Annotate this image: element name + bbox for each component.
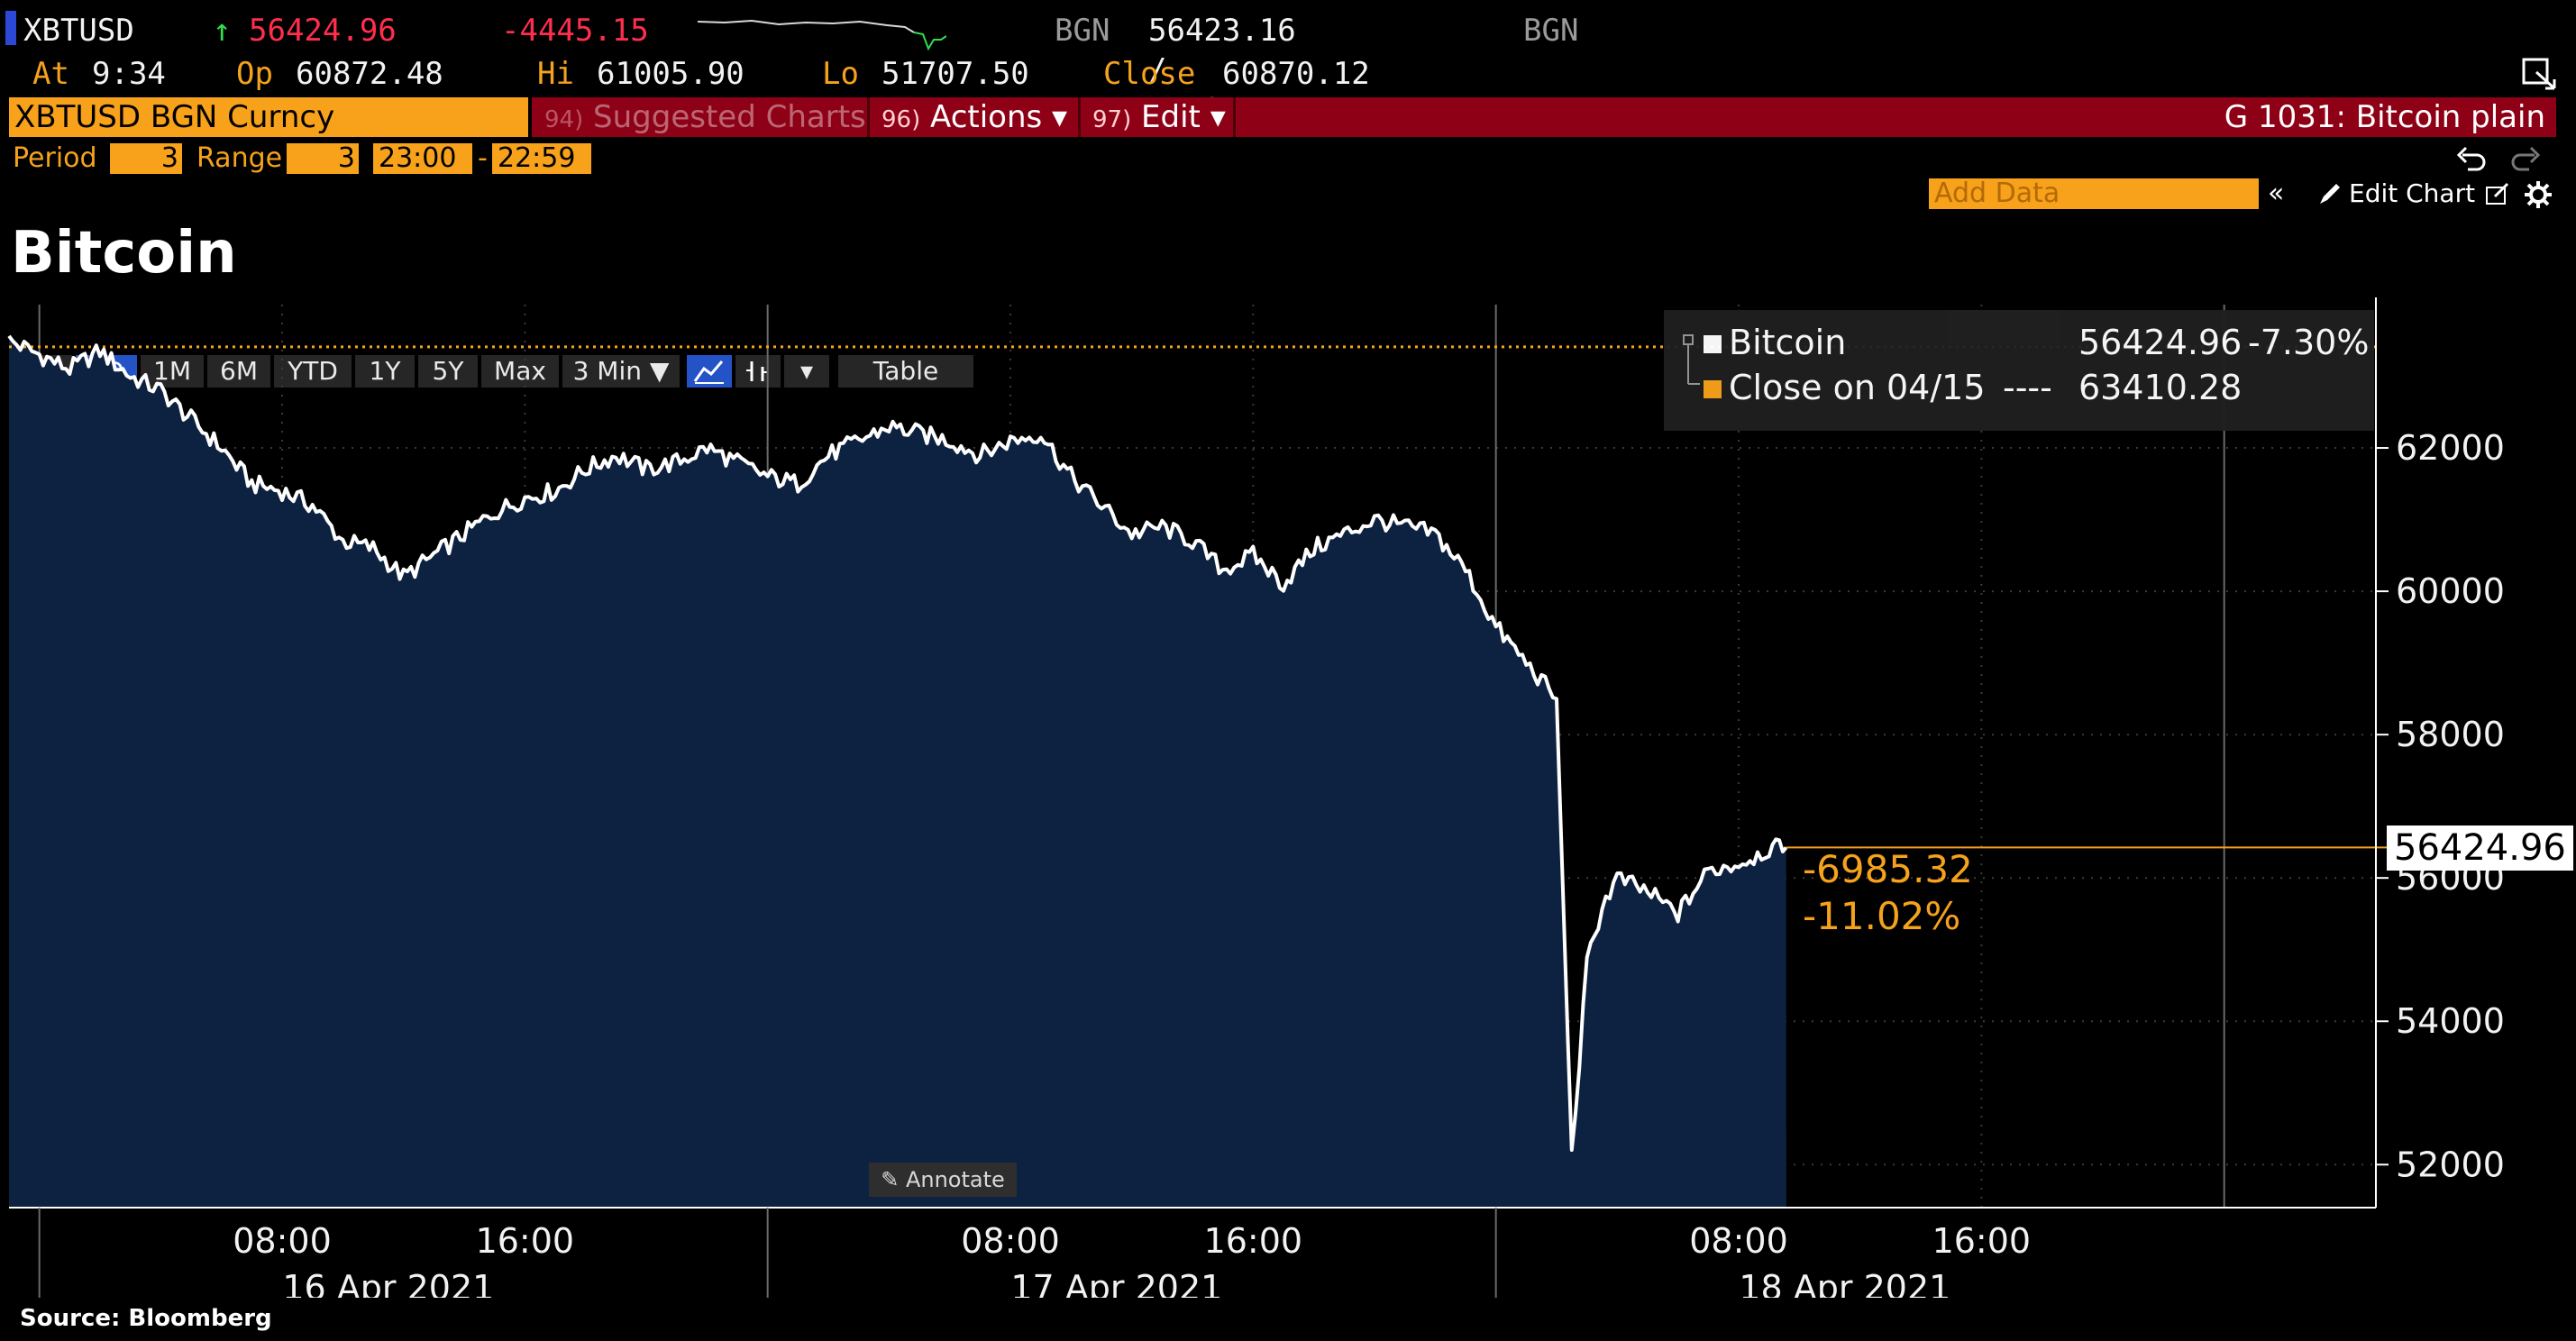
y-tick-label: 52000	[2396, 1145, 2505, 1184]
at-value: 9:34	[92, 56, 166, 92]
price-area	[9, 335, 1786, 1208]
x-tick-label-time: 08:00	[1689, 1221, 1788, 1261]
period-label: Period	[13, 142, 97, 174]
divider	[867, 97, 870, 137]
security-marker	[5, 11, 16, 45]
y-tick-label: 58000	[2396, 715, 2505, 754]
annotate-button[interactable]: ✎ Annotate	[869, 1163, 1017, 1197]
close-label: Close	[1103, 56, 1196, 92]
x-tick-label-time: 08:00	[233, 1221, 332, 1261]
range-max-button[interactable]: Max	[481, 355, 559, 388]
legend-close-name: Close on 04/15	[1729, 368, 1986, 407]
edit-chart-button[interactable]: Edit Chart	[2349, 178, 2476, 208]
x-tick-label-time: 16:00	[1204, 1221, 1303, 1261]
period-field[interactable]: 3	[110, 143, 182, 174]
time-dash: -	[478, 142, 488, 174]
x-axis: 08:00 16:00 08:00 16:00 08:00 16:00 16 Apr 202…	[9, 1207, 2376, 1298]
open-value: 60872.48	[296, 56, 443, 92]
range-label: Range	[196, 142, 283, 174]
x-tick-label-time: 16:00	[1932, 1221, 2032, 1261]
high-value: 61005.90	[597, 56, 744, 92]
legend-bitcoin-name: Bitcoin	[1729, 323, 1847, 362]
bar-chart-icon[interactable]	[735, 355, 781, 388]
legend-close-dashes: ----	[2003, 368, 2052, 407]
pencil-icon[interactable]	[2316, 180, 2343, 207]
redo-icon[interactable]	[2509, 144, 2542, 173]
edit-settings-icon[interactable]	[2484, 180, 2513, 207]
pencil-icon: ✎	[881, 1167, 900, 1192]
chart-name: G 1031: Bitcoin plain	[2224, 99, 2545, 135]
y-tick-label: 54000	[2396, 1001, 2505, 1041]
source-right: BGN	[1523, 13, 1579, 49]
at-label: At	[32, 56, 69, 92]
x-tick-label-time: 16:00	[476, 1221, 575, 1261]
suggested-charts-button[interactable]: 94) Suggested Charts	[544, 99, 866, 135]
x-tick-label-date: 17 Apr 2021	[1010, 1268, 1222, 1298]
sparkline	[698, 19, 946, 51]
open-label: Op	[236, 56, 273, 92]
last-price: 56424.96	[249, 13, 397, 49]
close-value: 60870.12	[1222, 56, 1370, 92]
source-label: Source: Bloomberg	[20, 1305, 272, 1332]
table-button[interactable]: Table	[838, 355, 973, 388]
low-label: Lo	[822, 56, 859, 92]
low-value: 51707.50	[882, 56, 1029, 92]
actions-menu[interactable]: 96) Actions ▾	[882, 99, 1068, 135]
legend-close-value: 63410.28	[2078, 368, 2243, 407]
range-5y-button[interactable]: 5Y	[418, 355, 478, 388]
time-from-field[interactable]: 23:00	[373, 143, 472, 174]
last-price-tag: 56424.96	[2387, 826, 2573, 871]
up-arrow-icon: ↑	[213, 13, 232, 49]
legend-bitcoin-change: -7.30%	[2248, 323, 2370, 362]
chart-legend: Bitcoin 56424.96 -7.30% Close on 04/15 -…	[1664, 310, 2374, 431]
high-label: Hi	[537, 56, 574, 92]
range-toolbar: 1D 3D 1M 6M YTD 1Y 5Y Max 3 Min ▼ ▾ Tabl…	[0, 177, 2576, 388]
y-tick-label: 60000	[2396, 571, 2505, 611]
chart-title: Bitcoin	[11, 220, 237, 287]
legend-swatch-close	[1704, 380, 1722, 398]
line-chart-icon[interactable]	[687, 355, 732, 388]
edit-menu[interactable]: 97) Edit ▾	[1092, 99, 1226, 135]
x-tick-label-time: 08:00	[961, 1221, 1060, 1261]
legend-bracket-icon	[1683, 334, 1700, 385]
y-tick-label: 62000	[2396, 428, 2505, 468]
interval-dropdown[interactable]: 3 Min ▼	[562, 355, 680, 388]
add-data-input[interactable]: Add Data	[1929, 178, 2259, 209]
collapse-icon[interactable]: «	[2268, 178, 2285, 209]
chart-type-dropdown-icon[interactable]: ▾	[784, 355, 829, 388]
undo-icon[interactable]	[2455, 144, 2488, 173]
gear-icon[interactable]	[2524, 180, 2553, 209]
divider	[1233, 97, 1236, 137]
change-pct: -11.02%	[1803, 894, 1961, 938]
range-6m-button[interactable]: 6M	[207, 355, 270, 388]
source-left: BGN	[1055, 13, 1110, 49]
range-field[interactable]: 3	[287, 143, 359, 174]
range-1m-button[interactable]: 1M	[141, 355, 204, 388]
time-to-field[interactable]: 22:59	[492, 143, 591, 174]
divider	[1078, 97, 1081, 137]
price-line	[7, 334, 1788, 1153]
security-field[interactable]: XBTUSD BGN Curncy	[9, 97, 528, 137]
popout-icon[interactable]	[2520, 56, 2560, 92]
net-change: -4445.15	[501, 13, 649, 49]
change-abs: -6985.32	[1803, 847, 1973, 891]
legend-swatch-bitcoin	[1704, 335, 1722, 353]
range-1y-button[interactable]: 1Y	[355, 355, 415, 388]
range-ytd-button[interactable]: YTD	[274, 355, 352, 388]
x-tick-label-date: 16 Apr 2021	[282, 1268, 494, 1298]
ticker[interactable]: XBTUSD	[23, 13, 134, 49]
legend-bitcoin-value: 56424.96	[2078, 323, 2243, 362]
x-tick-label-date: 18 Apr 2021	[1739, 1268, 1950, 1298]
